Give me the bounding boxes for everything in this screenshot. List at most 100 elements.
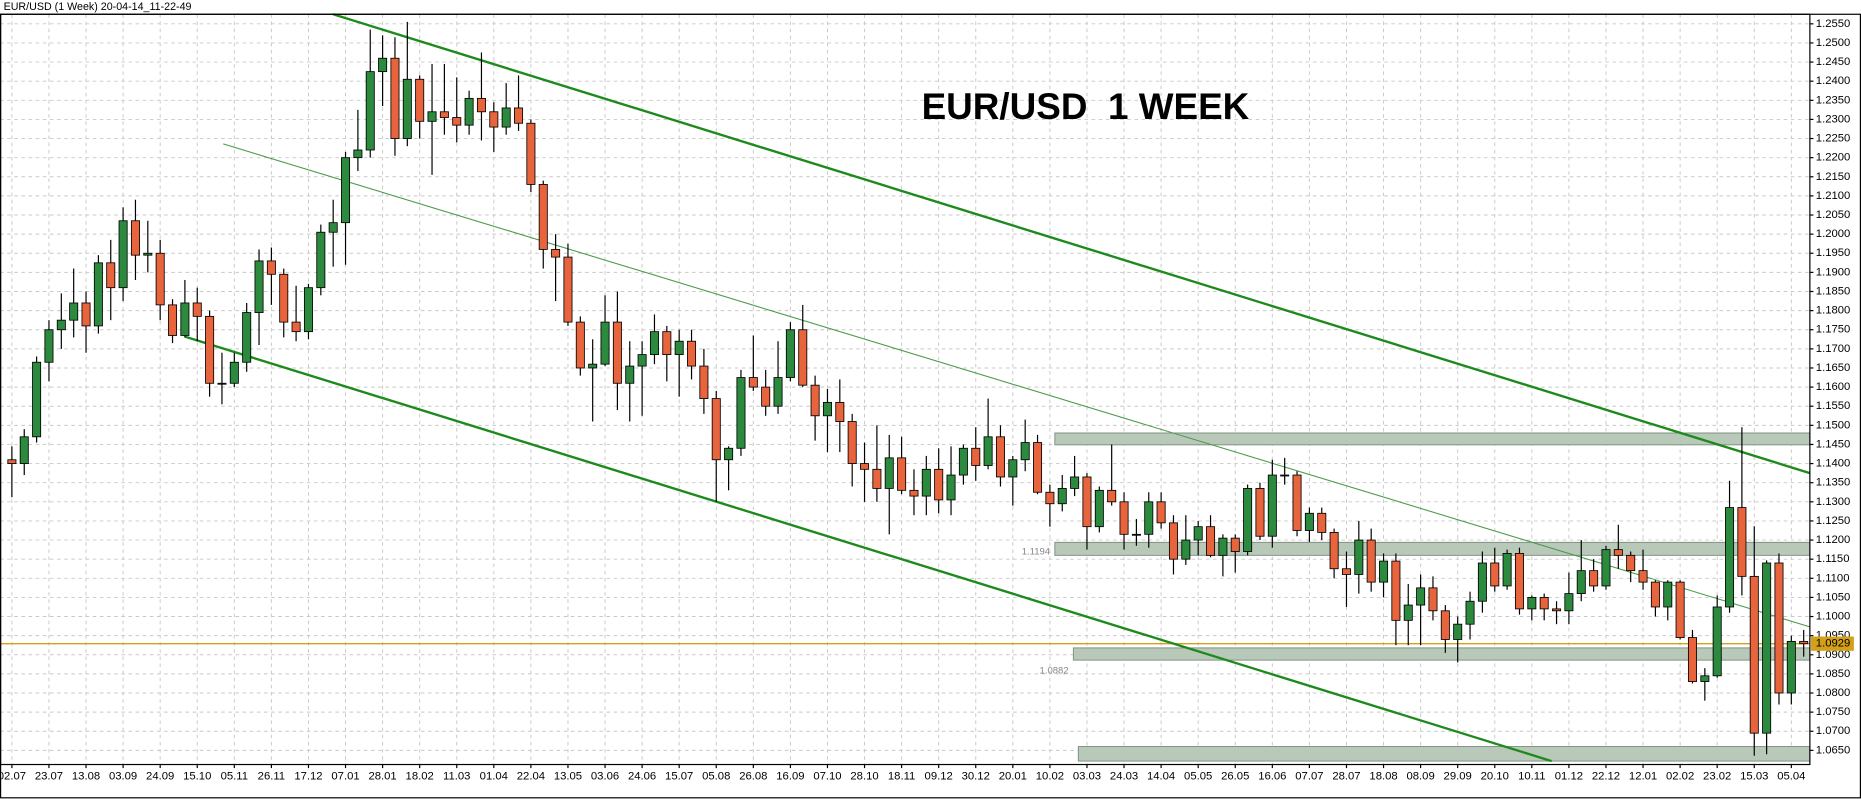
- candle-body: [1304, 512, 1314, 531]
- y-tick-label: 1.0750: [1816, 706, 1851, 718]
- x-tick-label: 05.08: [702, 770, 730, 782]
- candle-body: [1786, 640, 1796, 694]
- candle-body: [1762, 562, 1772, 734]
- x-tick-label: 28.01: [368, 770, 396, 782]
- x-tick-label: 07.01: [331, 770, 359, 782]
- candle-body: [1477, 562, 1487, 602]
- x-tick-label: 10.11: [1518, 770, 1545, 782]
- candle-body: [1218, 537, 1228, 556]
- x-tick-label: 16.09: [776, 770, 804, 782]
- x-tick-label: 22.12: [1592, 770, 1620, 782]
- candle-body: [773, 377, 783, 407]
- candle-body: [785, 329, 795, 378]
- y-tick-label: 1.1050: [1816, 591, 1851, 603]
- y-tick-label: 1.0850: [1816, 668, 1851, 680]
- axis-frame: [0, 13, 1861, 799]
- candle-body: [205, 315, 215, 384]
- candle-body: [847, 421, 857, 464]
- candle-body: [1255, 488, 1265, 537]
- x-tick-label: 02.07: [0, 770, 26, 782]
- y-tick-label: 1.2300: [1816, 113, 1851, 125]
- candle-body: [1552, 608, 1562, 612]
- x-tick-label: 15.10: [183, 770, 211, 782]
- candle-body: [1453, 623, 1463, 640]
- candle-body: [1206, 526, 1216, 556]
- y-tick-label: 1.1450: [1816, 438, 1851, 450]
- candle-body: [1243, 488, 1253, 552]
- candle-body: [1514, 553, 1524, 610]
- candle-body: [822, 401, 832, 417]
- candle-body: [612, 321, 622, 384]
- candle-body: [118, 220, 128, 289]
- candle-body: [674, 340, 684, 356]
- candle-body: [526, 122, 536, 185]
- candle-body: [501, 107, 511, 128]
- candle-body: [1280, 474, 1290, 477]
- y-tick-label: 1.2000: [1816, 228, 1851, 240]
- x-tick-label: 23.02: [1703, 770, 1731, 782]
- x-tick-label: 11.03: [443, 770, 470, 782]
- candle-body: [1749, 575, 1759, 734]
- candle-body: [1070, 476, 1080, 489]
- x-tick-label: 05.11: [221, 770, 248, 782]
- candle-body: [452, 117, 462, 126]
- y-tick-label: 1.0700: [1816, 725, 1851, 737]
- candle-body: [229, 361, 239, 384]
- candle-body: [921, 468, 931, 497]
- candle-body: [1057, 488, 1067, 505]
- candle-body: [995, 436, 1005, 478]
- candle-body: [106, 262, 116, 289]
- candle-body: [19, 436, 29, 464]
- candle-body: [736, 377, 746, 449]
- candle-body: [687, 340, 697, 367]
- candle-body: [56, 319, 66, 331]
- x-tick-label: 09.12: [925, 770, 953, 782]
- candle-body: [958, 447, 968, 476]
- candle-body: [1045, 491, 1055, 505]
- candle-body: [143, 252, 153, 256]
- candle-body: [514, 107, 524, 124]
- candle-body: [884, 457, 894, 489]
- candle-body: [1020, 442, 1030, 461]
- candle-body: [291, 321, 301, 333]
- x-tick-label: 03.06: [591, 770, 619, 782]
- axis-layer: 1.06501.07001.07501.08001.08501.09001.09…: [0, 13, 1861, 799]
- x-tick-label: 01.04: [480, 770, 508, 782]
- candle-body: [464, 97, 474, 126]
- candle-body: [1440, 610, 1450, 640]
- x-tick-label: 26.11: [258, 770, 285, 782]
- price-zone: [1077, 746, 1811, 762]
- y-tick-label: 1.1200: [1816, 534, 1851, 546]
- candle-body: [1181, 539, 1191, 560]
- x-tick-label: 28.10: [850, 770, 878, 782]
- candle-body: [44, 329, 54, 363]
- y-tick-label: 1.1750: [1816, 324, 1851, 336]
- x-tick-label: 03.09: [109, 770, 137, 782]
- x-tick-label: 13.08: [72, 770, 100, 782]
- y-tick-label: 1.1850: [1816, 285, 1851, 297]
- y-tick-label: 1.2200: [1816, 152, 1851, 164]
- last-price-tag: [1811, 636, 1854, 651]
- candle-body: [1033, 442, 1043, 493]
- x-tick-label: 10.02: [1036, 770, 1064, 782]
- candle-body: [946, 474, 956, 501]
- candle-body: [1008, 459, 1018, 478]
- candle-body: [1725, 507, 1735, 608]
- candle-body: [724, 447, 734, 461]
- candle-body: [1490, 562, 1500, 587]
- y-tick-label: 1.1000: [1816, 611, 1851, 623]
- candle-body: [1366, 539, 1376, 583]
- x-tick-label: 20.01: [999, 770, 1027, 782]
- candle-body: [897, 457, 907, 491]
- candle-body: [93, 262, 103, 327]
- x-tick-label: 26.05: [1221, 770, 1249, 782]
- candle-body: [835, 401, 845, 422]
- candle-body: [476, 97, 486, 113]
- candle-body: [1576, 570, 1586, 595]
- x-tick-label: 30.12: [962, 770, 990, 782]
- x-tick-label: 02.02: [1666, 770, 1694, 782]
- candle-body: [1774, 562, 1784, 694]
- level-label: 1.1194: [1022, 546, 1050, 557]
- y-tick-label: 1.2400: [1816, 75, 1851, 87]
- candle-body: [600, 321, 610, 365]
